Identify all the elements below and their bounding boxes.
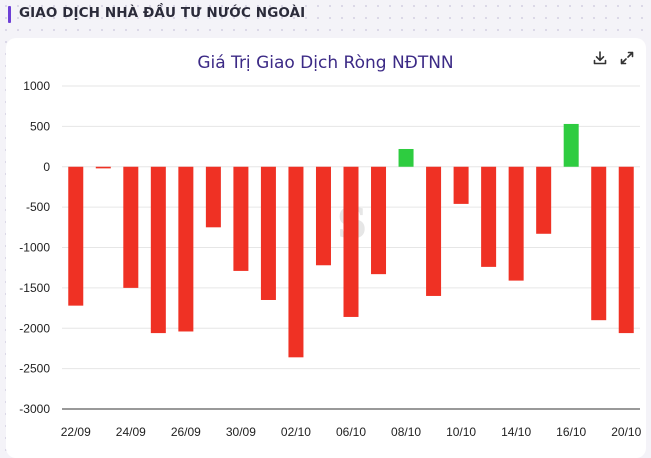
bar	[205, 166, 221, 228]
bar	[260, 166, 276, 300]
x-tick-label: 22/09	[61, 425, 91, 439]
x-tick-label: 14/10	[501, 425, 531, 439]
x-tick-label: 30/09	[226, 425, 256, 439]
section-title: GIAO DỊCH NHÀ ĐẦU TƯ NƯỚC NGOÀI	[19, 5, 306, 21]
bar	[343, 166, 359, 317]
download-icon	[592, 50, 608, 71]
y-tick-label: 1000	[23, 79, 50, 93]
bar	[591, 166, 607, 321]
bar	[618, 166, 634, 334]
x-tick-label: 20/10	[611, 425, 641, 439]
y-tick-label: -1500	[19, 281, 50, 295]
x-tick-label: 26/09	[171, 425, 201, 439]
bar	[563, 123, 579, 167]
bar	[481, 166, 497, 267]
bar	[123, 166, 139, 288]
bar	[315, 166, 331, 266]
download-button[interactable]	[588, 48, 612, 72]
bar	[508, 166, 524, 281]
y-tick-label: -1000	[19, 241, 50, 255]
x-tick-label: 06/10	[336, 425, 366, 439]
y-tick-label: -500	[26, 200, 50, 214]
bar	[371, 166, 387, 275]
x-tick-label: 10/10	[446, 425, 476, 439]
x-tick-label: 16/10	[556, 425, 586, 439]
x-tick-label: 08/10	[391, 425, 421, 439]
y-tick-label: 0	[43, 160, 50, 174]
bar	[178, 166, 194, 332]
bar	[453, 166, 469, 204]
bar	[68, 166, 84, 306]
section-header: GIAO DỊCH NHÀ ĐẦU TƯ NƯỚC NGOÀI	[0, 0, 651, 28]
y-tick-label: -2000	[19, 321, 50, 335]
bar	[233, 166, 249, 271]
x-tick-label: 02/10	[281, 425, 311, 439]
section-accent-bar	[8, 6, 11, 23]
bar	[95, 166, 111, 169]
expand-button[interactable]	[615, 48, 639, 72]
bar	[426, 166, 442, 296]
expand-icon	[619, 50, 635, 71]
bar	[536, 166, 552, 234]
chart-title: Giá Trị Giao Dịch Ròng NĐTNN	[197, 53, 454, 73]
y-tick-label: -3000	[19, 402, 50, 416]
bar	[398, 148, 414, 167]
y-tick-label: 500	[30, 119, 50, 133]
bar	[288, 166, 304, 358]
x-tick-label: 24/09	[116, 425, 146, 439]
y-tick-label: -2500	[19, 362, 50, 376]
bar	[150, 166, 166, 334]
